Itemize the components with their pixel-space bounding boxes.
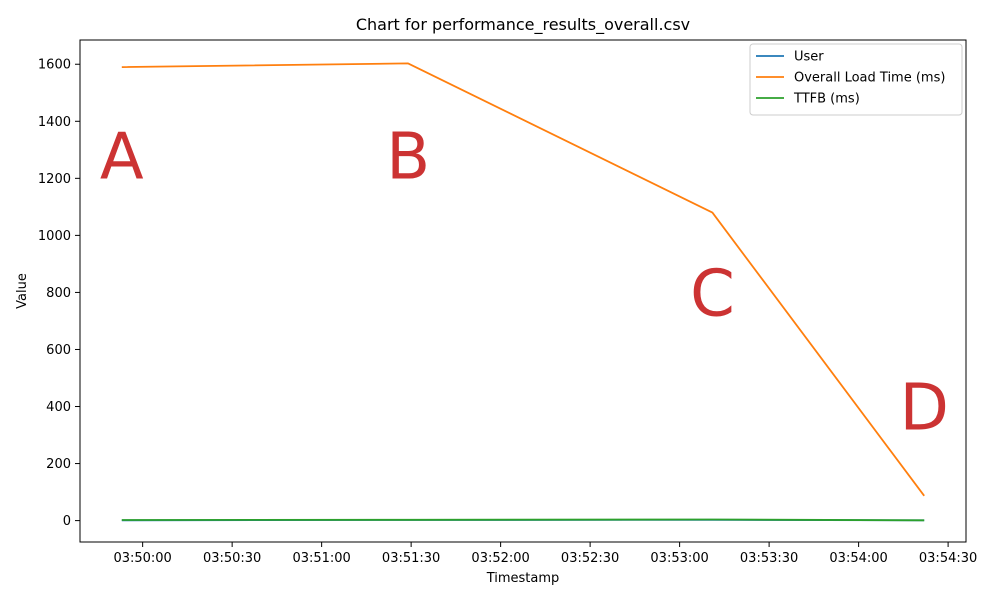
y-tick-label: 800 xyxy=(46,286,71,301)
x-tick-label: 03:54:00 xyxy=(829,551,887,566)
y-tick-label: 1000 xyxy=(38,229,71,244)
legend-entry: Overall Load Time (ms) xyxy=(794,71,945,86)
y-tick-label: 1600 xyxy=(38,58,71,73)
annotation-label: A xyxy=(100,121,144,195)
plot-area: 0 200 400 600 800 1000 1200 1400 1600 03:50:00 03:… xyxy=(38,39,977,566)
y-tick-label: 0 xyxy=(63,514,71,529)
y-tick-label: 600 xyxy=(46,343,71,358)
legend-entry: User xyxy=(794,50,824,65)
y-tick-label: 1400 xyxy=(38,115,71,130)
y-axis-title: Value xyxy=(15,273,30,309)
y-tick-label: 1200 xyxy=(38,172,71,187)
x-axis-title: Timestamp xyxy=(486,571,560,586)
x-tick-label: 03:50:00 xyxy=(113,551,171,566)
x-tick-label: 03:51:30 xyxy=(382,551,440,566)
x-tick-label: 03:54:30 xyxy=(919,551,977,566)
legend-entry: TTFB (ms) xyxy=(793,92,860,107)
series-line-1 xyxy=(121,62,925,497)
y-tick-label: 400 xyxy=(46,400,71,415)
annotation-label: D xyxy=(900,372,949,446)
axes-frame xyxy=(79,39,967,543)
annotation-label: B xyxy=(386,121,430,195)
x-tick-label: 03:50:30 xyxy=(203,551,261,566)
x-tick-label: 03:52:00 xyxy=(471,551,529,566)
legend-box xyxy=(749,43,963,116)
y-tick-label: 200 xyxy=(46,457,71,472)
x-tick-label: 03:52:30 xyxy=(561,551,619,566)
legend: User Overall Load Time (ms) TTFB (ms) xyxy=(749,43,963,116)
annotation-label: C xyxy=(690,257,735,331)
x-tick-label: 03:51:00 xyxy=(292,551,350,566)
x-tick-label: 03:53:00 xyxy=(650,551,708,566)
series-line-2 xyxy=(121,518,925,522)
x-tick-label: 03:53:30 xyxy=(740,551,798,566)
chart-title: Chart for performance_results_overall.cs… xyxy=(356,15,690,35)
